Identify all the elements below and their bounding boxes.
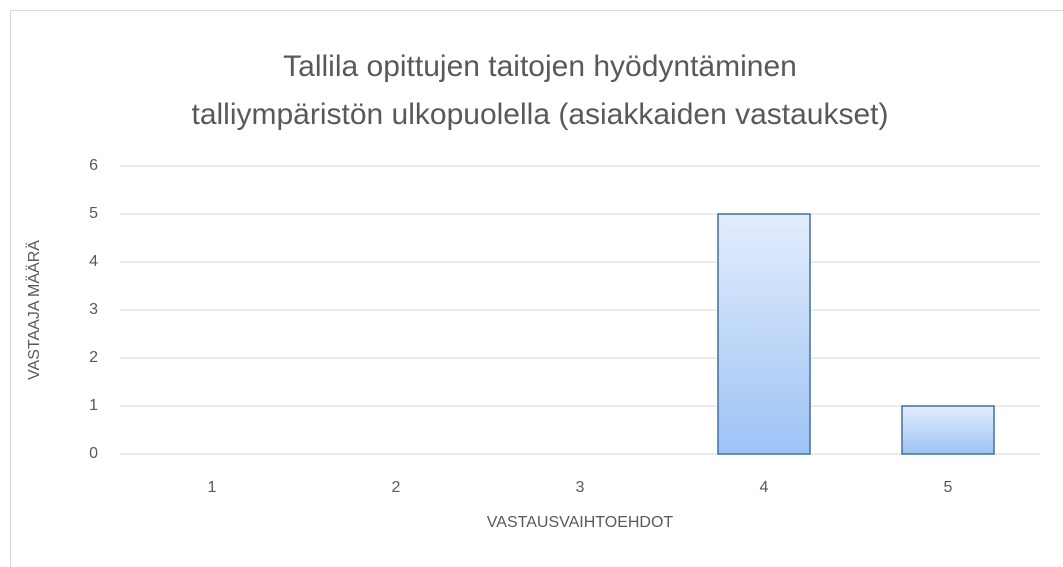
y-tick-label: 1 [89,397,98,414]
y-axis-label: VASTAAJA MÄÄRÄ [25,240,43,380]
x-tick-label: 5 [944,479,953,496]
y-tick-label: 5 [89,205,98,222]
chart-title: talliympäristön ulkopuolella (asiakkaide… [191,98,888,131]
bar [901,405,995,455]
y-tick-label: 3 [89,301,98,318]
x-tick-label: 4 [760,479,769,496]
bar [717,213,811,455]
y-tick-label: 0 [89,445,98,462]
chart-border [10,10,1063,567]
x-axis-label: VASTAUSVAIHTOEHDOT [487,514,674,531]
y-tick-label: 4 [89,253,98,270]
y-tick-label: 6 [89,157,98,174]
chart-title: Tallila opittujen taitojen hyödyntäminen [283,50,797,83]
x-tick-label: 1 [208,479,217,496]
x-tick-label: 3 [576,479,585,496]
x-tick-label: 2 [392,479,401,496]
y-tick-label: 2 [89,349,98,366]
